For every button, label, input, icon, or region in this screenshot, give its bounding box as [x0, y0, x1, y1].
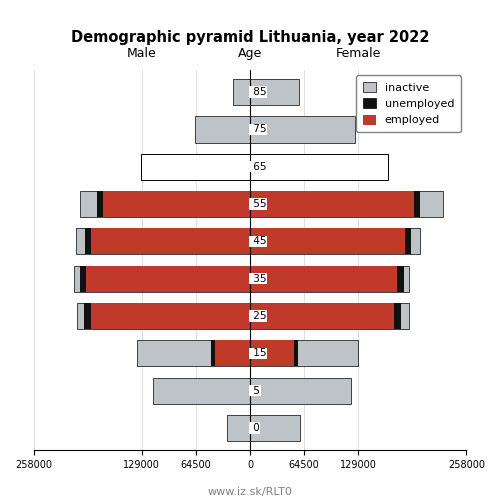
Title: Demographic pyramid Lithuania, year 2022: Demographic pyramid Lithuania, year 2022: [70, 30, 429, 45]
Bar: [250, 266, 404, 291]
Text: 75: 75: [250, 124, 266, 134]
Bar: [250, 303, 394, 329]
Bar: [90, 303, 250, 329]
Bar: [250, 228, 405, 254]
Bar: [141, 154, 250, 180]
Bar: [154, 378, 250, 404]
Bar: [250, 303, 401, 329]
Bar: [233, 79, 250, 105]
Bar: [226, 415, 250, 441]
Bar: [250, 228, 411, 254]
Bar: [250, 340, 294, 366]
Bar: [103, 191, 250, 217]
Text: 55: 55: [250, 199, 266, 209]
Text: 85: 85: [250, 87, 266, 97]
Bar: [250, 228, 420, 254]
Bar: [250, 340, 298, 366]
Bar: [250, 340, 358, 366]
Text: 5: 5: [250, 386, 260, 396]
Bar: [80, 266, 250, 291]
Bar: [250, 116, 355, 142]
Bar: [250, 378, 350, 404]
Text: 15: 15: [250, 348, 266, 358]
Text: Age: Age: [238, 48, 262, 60]
Text: 35: 35: [250, 274, 266, 283]
Bar: [76, 228, 250, 254]
Bar: [250, 266, 410, 291]
Bar: [250, 191, 414, 217]
Bar: [250, 303, 410, 329]
Text: 45: 45: [250, 236, 266, 246]
Bar: [84, 228, 250, 254]
Bar: [80, 191, 250, 217]
Bar: [250, 191, 443, 217]
Bar: [84, 303, 250, 329]
Bar: [215, 340, 250, 366]
Text: 0: 0: [250, 423, 260, 433]
Bar: [250, 79, 298, 105]
Text: 25: 25: [250, 311, 266, 321]
Bar: [136, 340, 250, 366]
Bar: [250, 154, 388, 180]
Bar: [250, 191, 420, 217]
Bar: [77, 303, 250, 329]
Bar: [74, 266, 250, 291]
Bar: [196, 116, 250, 142]
Bar: [86, 266, 250, 291]
Bar: [250, 415, 300, 441]
Legend: inactive, unemployed, employed: inactive, unemployed, employed: [356, 76, 461, 132]
Text: www.iz.sk/RLT0: www.iz.sk/RLT0: [208, 487, 292, 497]
Bar: [250, 266, 397, 291]
Text: Male: Male: [127, 48, 156, 60]
Text: Female: Female: [336, 48, 381, 60]
Text: 65: 65: [250, 162, 266, 172]
Bar: [98, 191, 250, 217]
Bar: [210, 340, 250, 366]
Bar: [90, 228, 250, 254]
